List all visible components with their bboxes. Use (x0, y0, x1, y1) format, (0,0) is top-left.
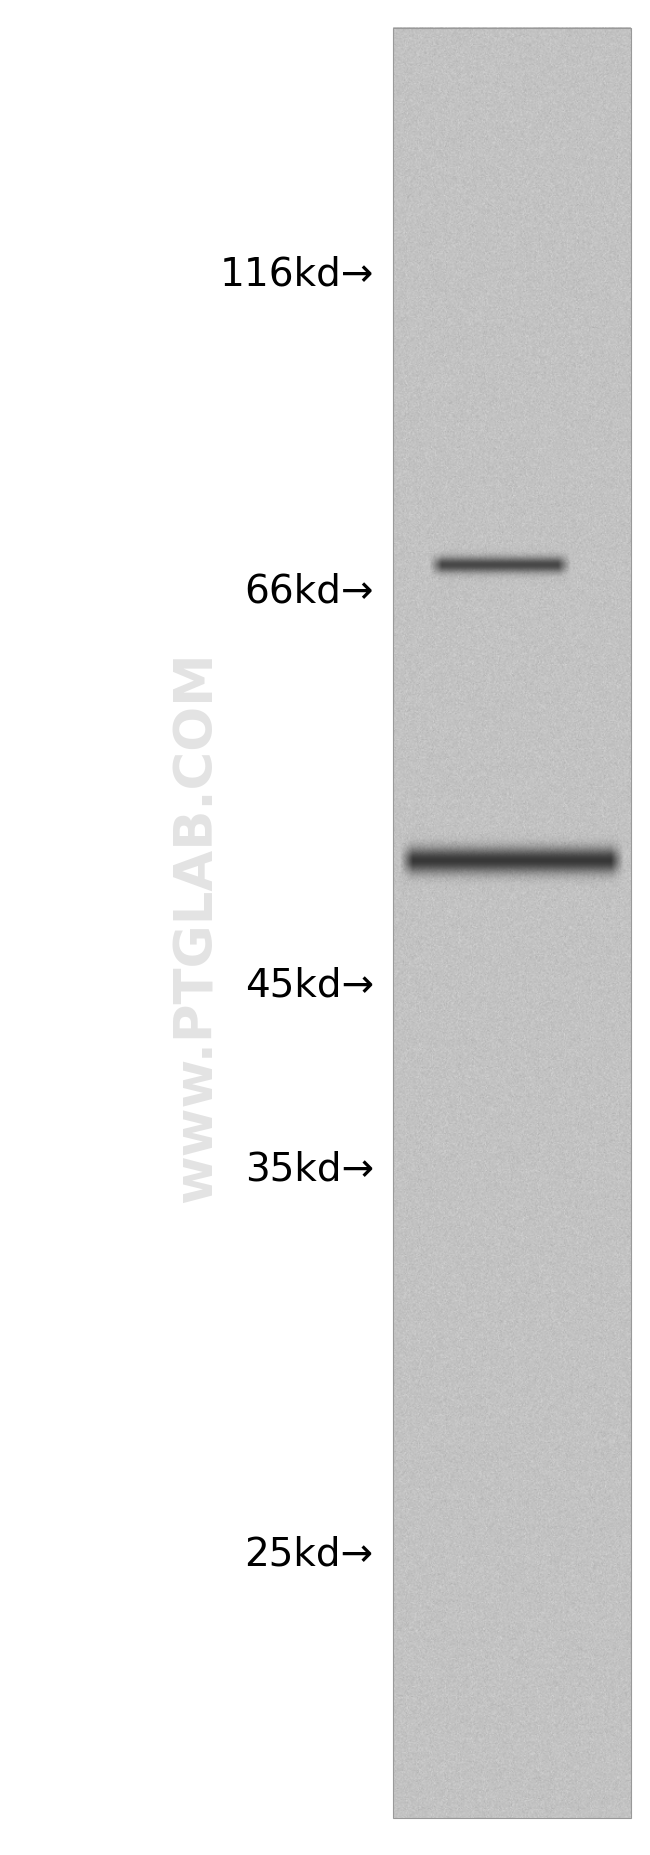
Text: 66kd→: 66kd→ (244, 573, 374, 610)
Text: 116kd→: 116kd→ (219, 256, 374, 293)
Text: www.PTGLAB.COM: www.PTGLAB.COM (170, 651, 222, 1204)
Text: 35kd→: 35kd→ (244, 1150, 374, 1189)
Bar (393, 28, 630, 1818)
Text: 45kd→: 45kd→ (244, 966, 374, 1005)
Text: 25kd→: 25kd→ (244, 1536, 374, 1573)
